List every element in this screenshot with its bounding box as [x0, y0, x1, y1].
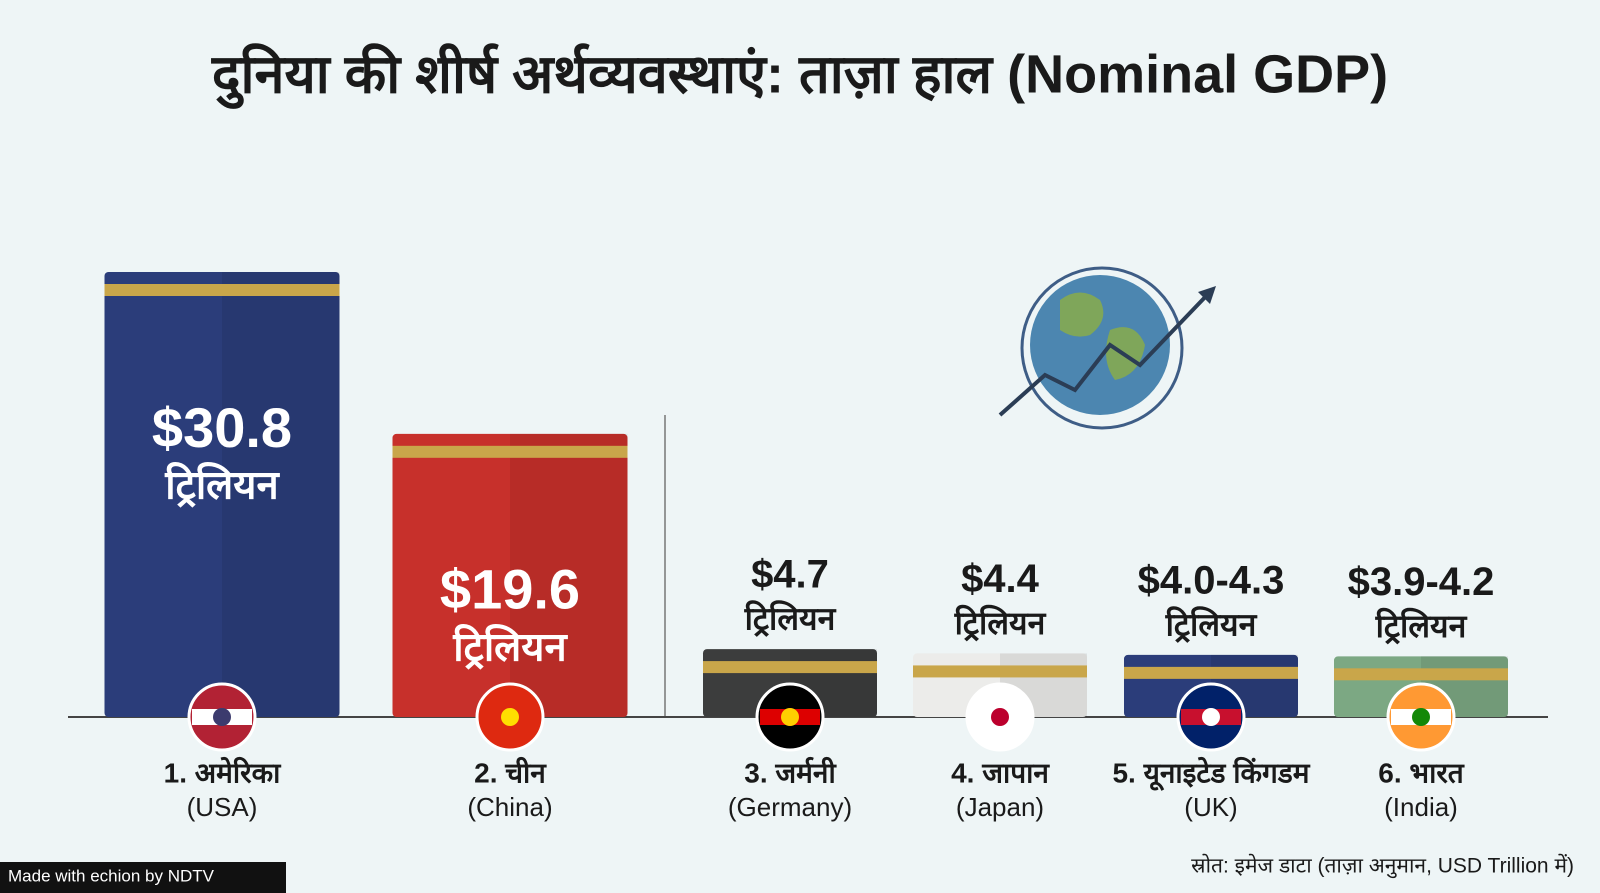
arrow-head — [1198, 286, 1216, 304]
x-tick-label: 2. चीन — [474, 756, 547, 788]
bar-band — [104, 284, 340, 296]
x-tick-sublabel: (India) — [1384, 792, 1458, 822]
bar-shade — [510, 433, 628, 717]
bar-band — [392, 445, 628, 458]
unit-label: ट्रिलियन — [1165, 605, 1258, 643]
x-tick-sublabel: (China) — [467, 792, 552, 822]
globe-land — [1060, 292, 1145, 380]
watermark-box — [0, 862, 286, 893]
x-tick-sublabel: (UK) — [1184, 792, 1237, 822]
trend-arrow — [998, 290, 1212, 417]
x-tick-label: 3. जर्मनी — [744, 756, 837, 788]
value-label: $3.9-4.2 — [1348, 560, 1495, 604]
x-tick-label: 4. जापान — [951, 757, 1050, 788]
bar-band — [1334, 668, 1508, 681]
unit-label: ट्रिलियन — [452, 623, 568, 670]
flag-emblem — [781, 708, 799, 726]
flag-emblem — [213, 708, 231, 726]
flag-emblem — [501, 708, 519, 726]
globe-ring — [1020, 266, 1184, 430]
bar — [392, 433, 628, 717]
unit-label: ट्रिलियन — [1375, 607, 1468, 645]
value-label: $30.8 — [152, 396, 292, 459]
x-tick-label: 6. भारत — [1378, 757, 1465, 788]
value-label: $19.6 — [440, 558, 580, 621]
x-tick-sublabel: (USA) — [187, 792, 258, 822]
globe — [1030, 275, 1170, 415]
value-label: $4.0-4.3 — [1138, 558, 1285, 602]
flag-emblem — [1412, 708, 1430, 726]
watermark: Made with echion by NDTV — [8, 866, 215, 885]
bar-band — [1124, 666, 1298, 679]
bar-band — [703, 661, 877, 674]
unit-label: ट्रिलियन — [744, 600, 837, 638]
bar-shade — [222, 272, 340, 717]
x-tick-label: 1. अमेरिका — [164, 756, 282, 788]
flag-emblem — [991, 708, 1009, 726]
unit-label: ट्रिलियन — [954, 604, 1047, 642]
x-tick-label: 5. यूनाइटेड किंगडम — [1112, 756, 1310, 791]
bar — [104, 272, 340, 717]
source-note: स्रोत: इमेज डाटा (ताज़ा अनुमान, USD Tril… — [1191, 854, 1574, 879]
bar-band — [913, 665, 1087, 678]
x-tick-sublabel: (Germany) — [728, 792, 852, 822]
x-tick-sublabel: (Japan) — [956, 792, 1044, 822]
value-label: $4.4 — [961, 557, 1040, 601]
flag-emblem — [1202, 708, 1220, 726]
value-label: $4.7 — [751, 553, 829, 597]
unit-label: ट्रिलियन — [164, 462, 280, 509]
chart-title: दुनिया की शीर्ष अर्थव्यवस्थाएं: ताज़ा हा… — [211, 42, 1388, 109]
globe-icon — [998, 266, 1216, 430]
